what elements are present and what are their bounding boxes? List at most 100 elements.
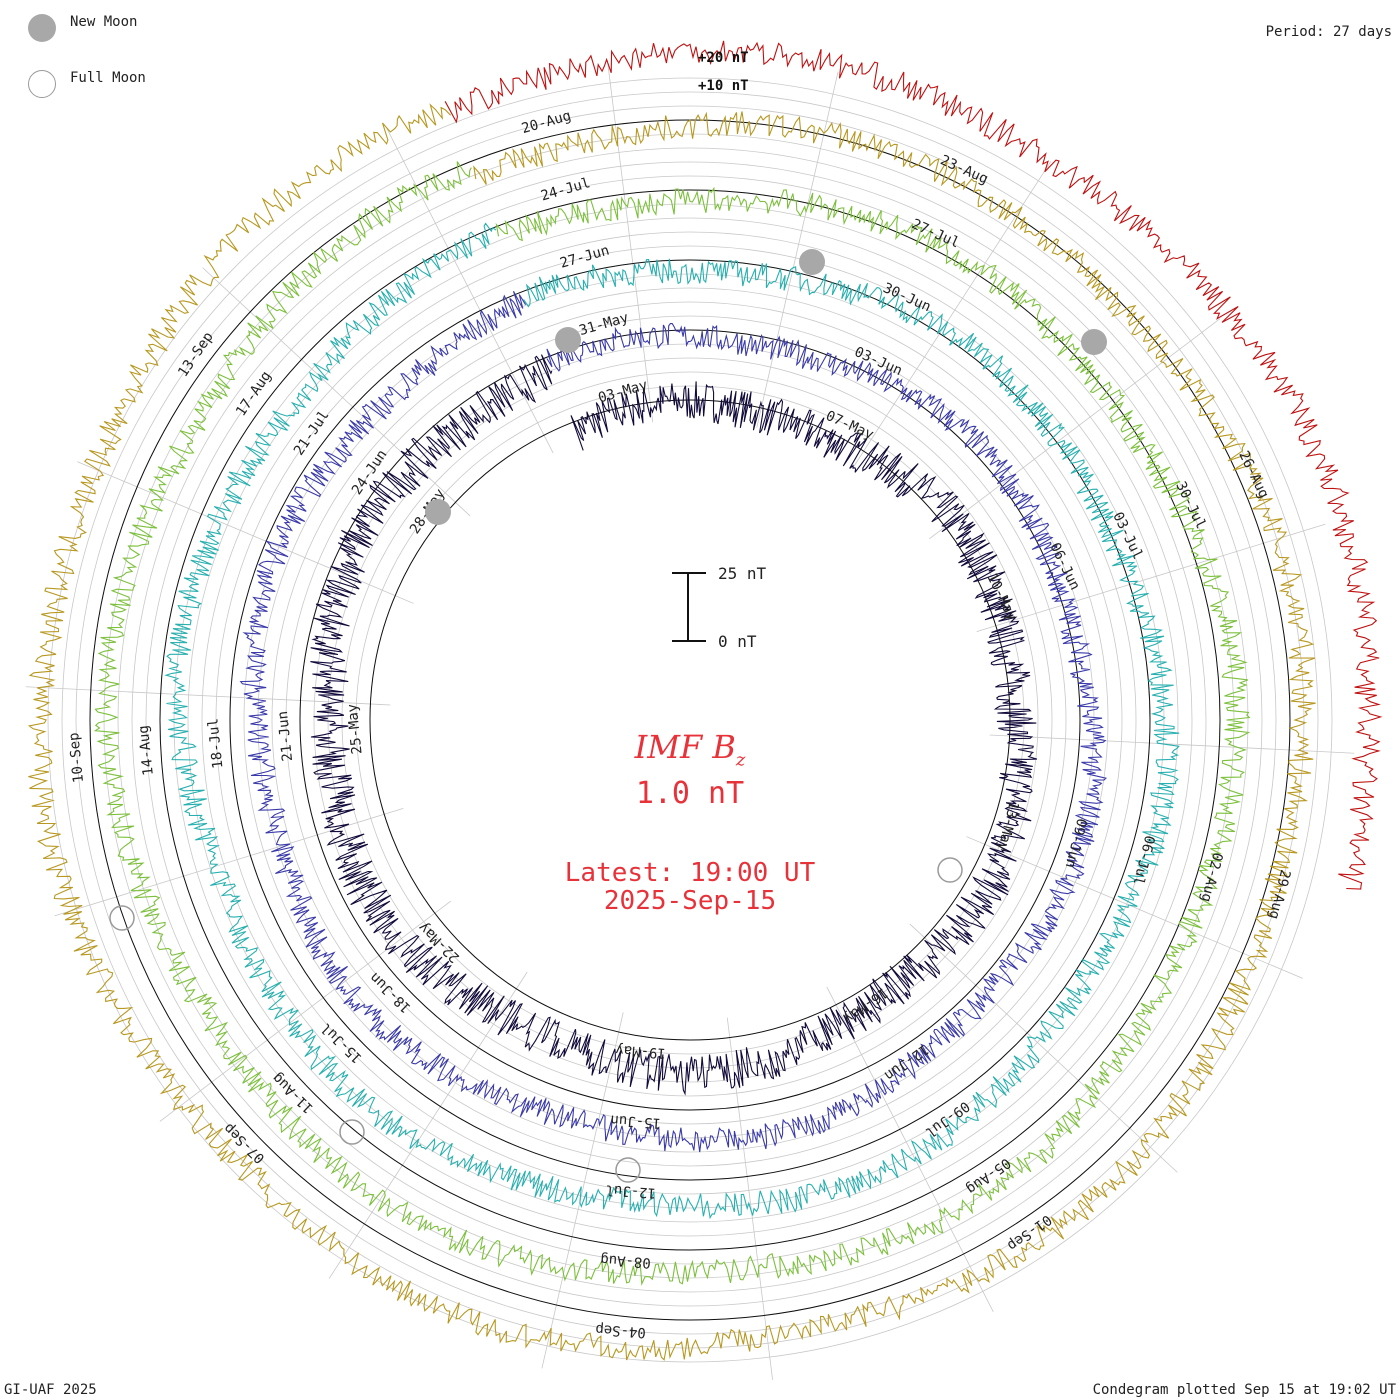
date-label-21-Jun: 21-Jun xyxy=(275,710,296,762)
grid-ring xyxy=(257,287,1123,1153)
grid-spoke xyxy=(909,923,1178,1173)
date-label-25-May: 25-May xyxy=(345,703,366,755)
grid-ring xyxy=(145,175,1235,1265)
date-label-18-Jul: 18-Jul xyxy=(205,717,226,769)
grid-ring xyxy=(89,119,1291,1321)
date-label-17-Aug: 17-Aug xyxy=(233,368,275,419)
new-moon-label: New Moon xyxy=(70,14,138,30)
date-label-01-Sep: 01-Sep xyxy=(1004,1211,1054,1254)
full-moon-marker xyxy=(615,1157,641,1183)
grid-ring xyxy=(103,133,1277,1307)
grid-spoke xyxy=(852,161,1052,469)
full-moon-marker xyxy=(339,1119,365,1145)
grid-ring xyxy=(61,91,1319,1349)
date-label-11-Aug: 11-Aug xyxy=(269,1070,316,1117)
grid-ring xyxy=(243,273,1137,1167)
chart-title: IMF Bz xyxy=(490,728,890,770)
chart-title-main: IMF B xyxy=(634,728,736,766)
bz-trace-cycle-4 xyxy=(93,161,1251,1286)
grid-ring xyxy=(271,301,1109,1139)
date-label-09-Jul: 09-Jul xyxy=(922,1098,972,1141)
grid-spoke xyxy=(159,900,452,1122)
grid-spoke xyxy=(756,71,839,428)
grid-spoke xyxy=(328,971,528,1279)
zero-ring xyxy=(159,189,1221,1251)
grid-ring xyxy=(173,203,1207,1237)
latest-date: 2025-Sep-15 xyxy=(603,886,777,916)
bz-trace-cycle-3 xyxy=(164,222,1180,1220)
grid-spoke xyxy=(386,128,554,454)
date-label-10-Sep: 10-Sep xyxy=(66,732,87,784)
date-label-19-May: 19-May xyxy=(615,1041,667,1061)
date-label-14-Aug: 14-Aug xyxy=(136,724,157,776)
date-label-21-Jul: 21-Jul xyxy=(291,408,333,459)
date-label-08-Aug: 08-Aug xyxy=(600,1251,652,1271)
zero-ring xyxy=(89,119,1291,1321)
grid-ring xyxy=(285,315,1095,1125)
new-moon-marker xyxy=(799,249,825,275)
new-moon-marker xyxy=(1081,329,1107,355)
footer-plotted: Condegram plotted Sep 15 at 19:02 UT xyxy=(1092,1382,1396,1398)
grid-ring xyxy=(117,147,1263,1293)
grid-spoke xyxy=(202,267,471,517)
grid-ring xyxy=(47,77,1333,1363)
grid-ring xyxy=(201,231,1179,1209)
grid-ring xyxy=(229,259,1151,1181)
grid-ring xyxy=(369,399,1011,1041)
date-label-24-Jul: 24-Jul xyxy=(539,175,592,204)
date-label-18-Jun: 18-Jun xyxy=(367,969,414,1016)
ring-label-0: +20 nT xyxy=(698,50,749,66)
ring-label-1: +10 nT xyxy=(698,78,749,94)
grid-ring xyxy=(313,343,1067,1097)
grid-ring xyxy=(187,217,1193,1223)
grid-spoke xyxy=(541,1012,624,1369)
new-moon-marker xyxy=(555,327,581,353)
zero-ring xyxy=(229,259,1151,1181)
date-label-12-Jul: 12-Jul xyxy=(605,1181,657,1201)
chart-title-sub: z xyxy=(735,749,746,771)
bz-trace-cycle-2 xyxy=(239,291,1108,1153)
grid-ring xyxy=(327,357,1053,1083)
grid-spoke xyxy=(826,986,994,1312)
bz-trace-cycle-6 xyxy=(444,40,1383,890)
bz-trace-cycle-1 xyxy=(310,354,1038,1096)
grid-spoke xyxy=(928,318,1221,540)
date-label-12-Jun: 12-Jun xyxy=(881,1041,931,1084)
date-label-03-Jul: 03-Jul xyxy=(1109,510,1145,562)
scale-bottom-label: 0 nT xyxy=(718,632,757,651)
zero-ring xyxy=(299,329,1081,1111)
footer-credit: GI-UAF 2025 xyxy=(4,1382,97,1398)
grid-ring xyxy=(75,105,1305,1335)
date-label-04-Sep: 04-Sep xyxy=(595,1321,647,1341)
date-label-31-May: 31-May xyxy=(577,310,630,339)
grid-spoke xyxy=(966,836,1303,979)
new-moon-icon xyxy=(28,14,56,42)
grid-spoke xyxy=(976,523,1326,632)
date-label-05-Aug: 05-Aug xyxy=(963,1154,1013,1197)
grid-spoke xyxy=(726,1017,773,1380)
zero-ring xyxy=(369,399,1011,1041)
date-label-24-Jun: 24-Jun xyxy=(349,447,391,498)
date-label-13-Sep: 13-Sep xyxy=(175,329,217,380)
full-moon-icon xyxy=(28,70,56,98)
full-moon-label: Full Moon xyxy=(70,70,146,86)
date-label-03-Jun: 03-Jun xyxy=(852,344,905,379)
new-moon-marker xyxy=(425,499,451,525)
grid-spoke xyxy=(607,60,654,423)
full-moon-marker xyxy=(109,905,135,931)
full-moon-marker xyxy=(937,857,963,883)
bz-trace-cycle-5 xyxy=(27,103,1316,1361)
date-label-27-Jun: 27-Jun xyxy=(558,243,611,272)
grid-ring xyxy=(215,245,1165,1195)
date-label-30-Jun: 30-Jun xyxy=(881,280,934,315)
grid-spoke xyxy=(54,808,404,917)
current-value: 1.0 nT xyxy=(635,776,745,811)
date-label-15-Jun: 15-Jun xyxy=(610,1111,662,1131)
period-label: Period: 27 days xyxy=(1265,24,1392,40)
grid-ring xyxy=(131,161,1249,1279)
scale-top-label: 25 nT xyxy=(718,564,767,583)
grid-spoke xyxy=(989,734,1355,754)
grid-spoke xyxy=(25,686,391,706)
latest-time: Latest: 19:00 UT xyxy=(564,858,816,888)
